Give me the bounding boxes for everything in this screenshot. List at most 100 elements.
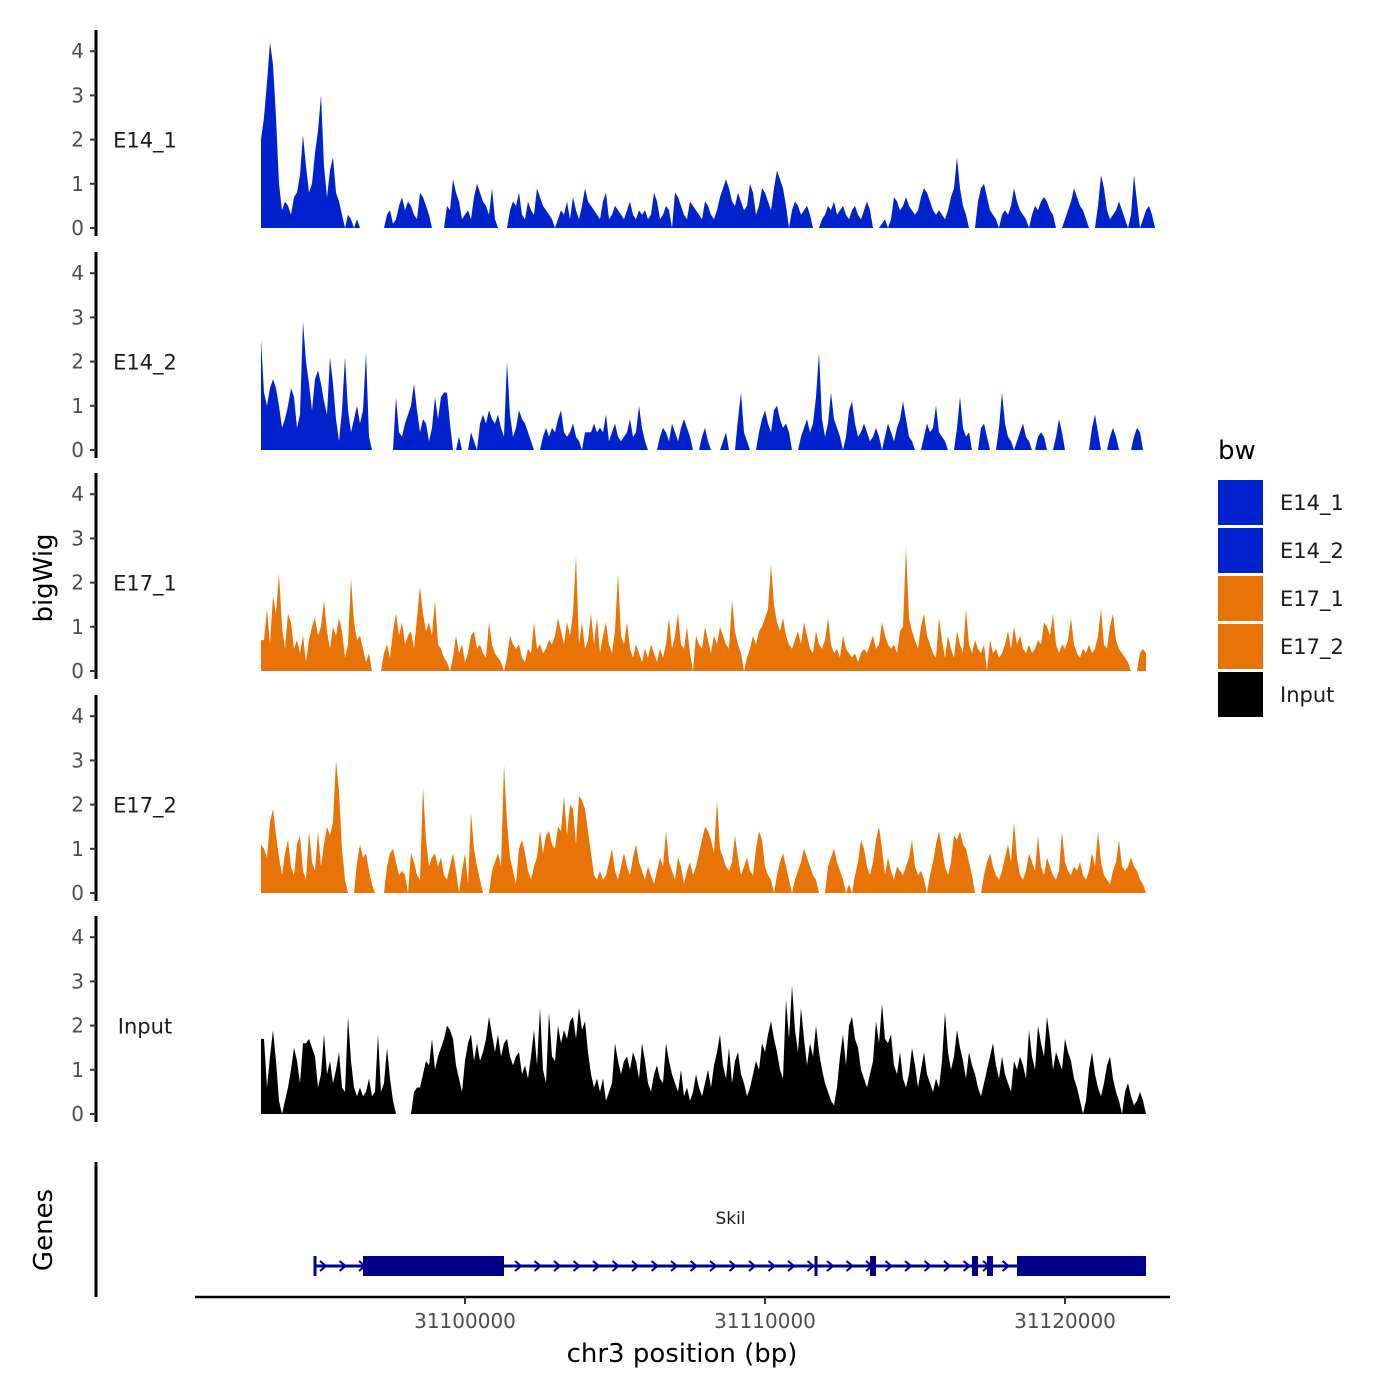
gene-name-label: Skil (715, 1209, 745, 1229)
exon-block (870, 1256, 876, 1276)
y-tick-label: 2 (71, 1014, 84, 1038)
y-tick-label: 2 (71, 350, 84, 374)
y-tick-label: 2 (71, 128, 84, 152)
y-tick-label: 1 (71, 615, 84, 639)
legend-label-E14_2: E14_2 (1280, 539, 1344, 564)
track-Input: 0 1 2 3 4 Input (71, 915, 1146, 1126)
legend-key-E17_2 (1218, 624, 1263, 669)
legend-key-Input (1218, 672, 1263, 717)
strand-chevron (884, 1260, 894, 1272)
exon-block (363, 1256, 417, 1276)
track-label-E14_2: E14_2 (113, 351, 177, 376)
x-axis-ticks: 31100000 31110000 31120000 (414, 1297, 1116, 1333)
strand-chevron (845, 1260, 855, 1272)
strand-chevron (728, 1260, 738, 1272)
strand-chevron (787, 1260, 796, 1272)
y-tick-label: 1 (71, 394, 84, 418)
exon-block (417, 1256, 504, 1276)
strand-chevron (748, 1260, 757, 1272)
x-tick-label: 31110000 (714, 1309, 816, 1333)
legend: bw E14_1 E14_2 E17_1 E17_2 Input (1218, 436, 1344, 717)
y-tick-label: 3 (71, 526, 84, 550)
track-label-E17_2: E17_2 (113, 794, 177, 819)
strand-chevron (553, 1260, 562, 1272)
y-axis-title: bigWig (29, 533, 59, 622)
strand-chevron (826, 1260, 835, 1272)
exon-block (987, 1256, 993, 1276)
legend-title: bw (1218, 436, 1256, 466)
coverage-area-E14_1 (261, 42, 1155, 229)
y-tick-label: 0 (71, 659, 84, 683)
legend-label-E14_1: E14_1 (1280, 491, 1344, 516)
legend-key-E17_1 (1218, 576, 1263, 621)
strand-chevron (767, 1260, 777, 1272)
y-tick-label: 1 (71, 1058, 84, 1082)
strand-chevron (904, 1260, 913, 1272)
exon-block (1017, 1256, 1146, 1276)
strand-chevron (338, 1260, 348, 1272)
track-label-Input: Input (118, 1015, 172, 1039)
track-E14_1: 0 1 2 3 4 E14_1 (71, 29, 1155, 240)
y-tick-label: 1 (71, 172, 84, 196)
coverage-area-E17_1 (261, 547, 1146, 671)
coverage-tracks: 0 1 2 3 4 E14_1 0 1 2 3 4 E14_2 0 1 2 3 4 E17_1 0 1 2 3 4 E17_2… (71, 29, 1155, 1126)
strand-chevron (962, 1260, 972, 1272)
strand-chevron (592, 1260, 601, 1272)
legend-key-E14_1 (1218, 480, 1263, 525)
coverage-area-E14_2 (261, 321, 1143, 450)
x-axis: 31100000 31110000 31120000 chr3 position (… (195, 1295, 1170, 1369)
y-tick-label: 3 (71, 748, 84, 772)
x-tick-label: 31120000 (1014, 1309, 1116, 1333)
exon-marker (814, 1256, 818, 1276)
y-tick-label: 2 (71, 793, 84, 817)
track-label-E17_1: E17_1 (113, 572, 177, 597)
strand-chevron (319, 1260, 328, 1272)
strand-chevron (631, 1260, 640, 1272)
track-E17_2: 0 1 2 3 4 E17_2 (71, 694, 1146, 905)
y-tick-label: 4 (71, 704, 84, 728)
genes-track-title: Genes (29, 1189, 59, 1271)
strand-chevron (806, 1260, 816, 1272)
strand-chevron (689, 1260, 699, 1272)
coverage-area-E17_2 (261, 760, 1146, 893)
strand-chevron (572, 1260, 582, 1272)
y-tick-label: 4 (71, 482, 84, 506)
track-E17_1: 0 1 2 3 4 E17_1 (71, 472, 1146, 683)
legend-items: E14_1 E14_2 E17_1 E17_2 Input (1218, 480, 1344, 717)
exon-block (972, 1256, 978, 1276)
gene-model (313, 1256, 1147, 1276)
y-tick-label: 3 (71, 969, 84, 993)
x-axis-title: chr3 position (bp) (567, 1339, 798, 1369)
y-tick-label: 0 (71, 438, 84, 462)
strand-chevron (514, 1260, 523, 1272)
legend-label-Input: Input (1280, 683, 1334, 707)
strand-chevron (533, 1260, 543, 1272)
y-tick-label: 2 (71, 571, 84, 595)
strand-chevron (650, 1260, 660, 1272)
coverage-area-Input (261, 985, 1146, 1114)
y-tick-label: 0 (71, 1102, 84, 1126)
y-tick-label: 1 (71, 837, 84, 861)
y-tick-label: 0 (71, 216, 84, 240)
y-tick-label: 4 (71, 39, 84, 63)
legend-label-E17_2: E17_2 (1280, 635, 1344, 660)
track-label-E14_1: E14_1 (113, 129, 177, 154)
strand-chevron (943, 1260, 952, 1272)
strand-chevron (923, 1260, 933, 1272)
legend-label-E17_1: E17_1 (1280, 587, 1344, 612)
exon-marker (313, 1256, 317, 1276)
legend-key-E14_2 (1218, 528, 1263, 573)
x-tick-label: 31100000 (414, 1309, 516, 1333)
strand-chevron (611, 1260, 621, 1272)
y-tick-label: 4 (71, 261, 84, 285)
y-tick-label: 3 (71, 305, 84, 329)
track-E14_2: 0 1 2 3 4 E14_2 (71, 251, 1143, 462)
strand-chevron (709, 1260, 718, 1272)
y-tick-label: 4 (71, 925, 84, 949)
y-tick-label: 3 (71, 83, 84, 107)
strand-chevron (1001, 1260, 1011, 1272)
gene-track: Genes Skil (29, 1162, 1147, 1297)
y-tick-label: 0 (71, 881, 84, 905)
strand-chevron (670, 1260, 679, 1272)
